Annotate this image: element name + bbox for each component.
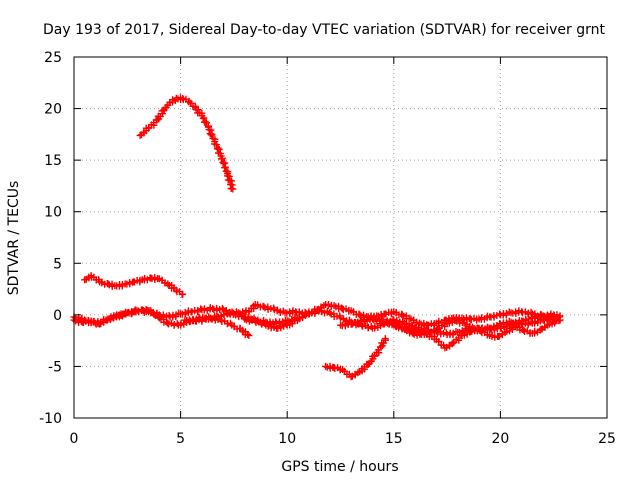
data-point [207, 131, 215, 139]
data-point [381, 335, 389, 343]
y-axis-label: SDTVAR / TECUs [6, 181, 22, 296]
data-point [217, 155, 225, 163]
data-point [377, 343, 385, 351]
data-point [244, 330, 252, 338]
data-point [179, 290, 187, 298]
data-point [326, 309, 334, 317]
data-point [245, 331, 253, 339]
y-tick-label: 20 [44, 102, 62, 118]
y-tick-label: 25 [44, 50, 62, 66]
y-tick-label: -10 [39, 411, 62, 427]
data-point [218, 304, 226, 312]
data-point [215, 145, 223, 153]
data-point [212, 141, 220, 149]
y-tick-label: 10 [44, 205, 62, 221]
y-tick-label: 5 [53, 256, 62, 272]
x-tick-label: 20 [491, 431, 509, 447]
x-tick-labels: 0 5 10 15 20 25 [70, 431, 616, 447]
data-point [164, 280, 172, 288]
data-point [556, 312, 564, 320]
x-tick-label: 15 [385, 431, 403, 447]
y-tick-label: 0 [53, 308, 62, 324]
tick-marks [73, 56, 608, 419]
data-point [251, 317, 259, 325]
y-tick-label: -5 [48, 359, 62, 375]
data-point [392, 321, 400, 329]
data-point [552, 317, 560, 325]
data-point [378, 316, 386, 324]
data-point [398, 311, 406, 319]
data-point [153, 116, 161, 124]
plot-frame [73, 56, 608, 419]
data-point [238, 326, 246, 334]
y-tick-labels: -10 -5 0 5 10 15 20 25 [39, 50, 62, 427]
data-point [220, 160, 228, 168]
series-track-a [136, 94, 237, 193]
series-track-g [322, 335, 389, 381]
data-point [143, 306, 151, 314]
data-point [229, 185, 237, 193]
x-tick-label: 10 [278, 431, 296, 447]
x-tick-label: 25 [598, 431, 616, 447]
x-tick-label: 5 [176, 431, 185, 447]
series-track-b [81, 272, 187, 298]
data-series [70, 94, 564, 381]
chart-title: Day 193 of 2017, Sidereal Day-to-day VTE… [43, 22, 605, 38]
x-axis-label: GPS time / hours [281, 459, 398, 475]
data-point [477, 327, 485, 335]
y-tick-label: 15 [44, 153, 62, 169]
x-tick-label: 0 [70, 431, 79, 447]
data-point [221, 164, 229, 172]
series-track-i [383, 316, 560, 341]
